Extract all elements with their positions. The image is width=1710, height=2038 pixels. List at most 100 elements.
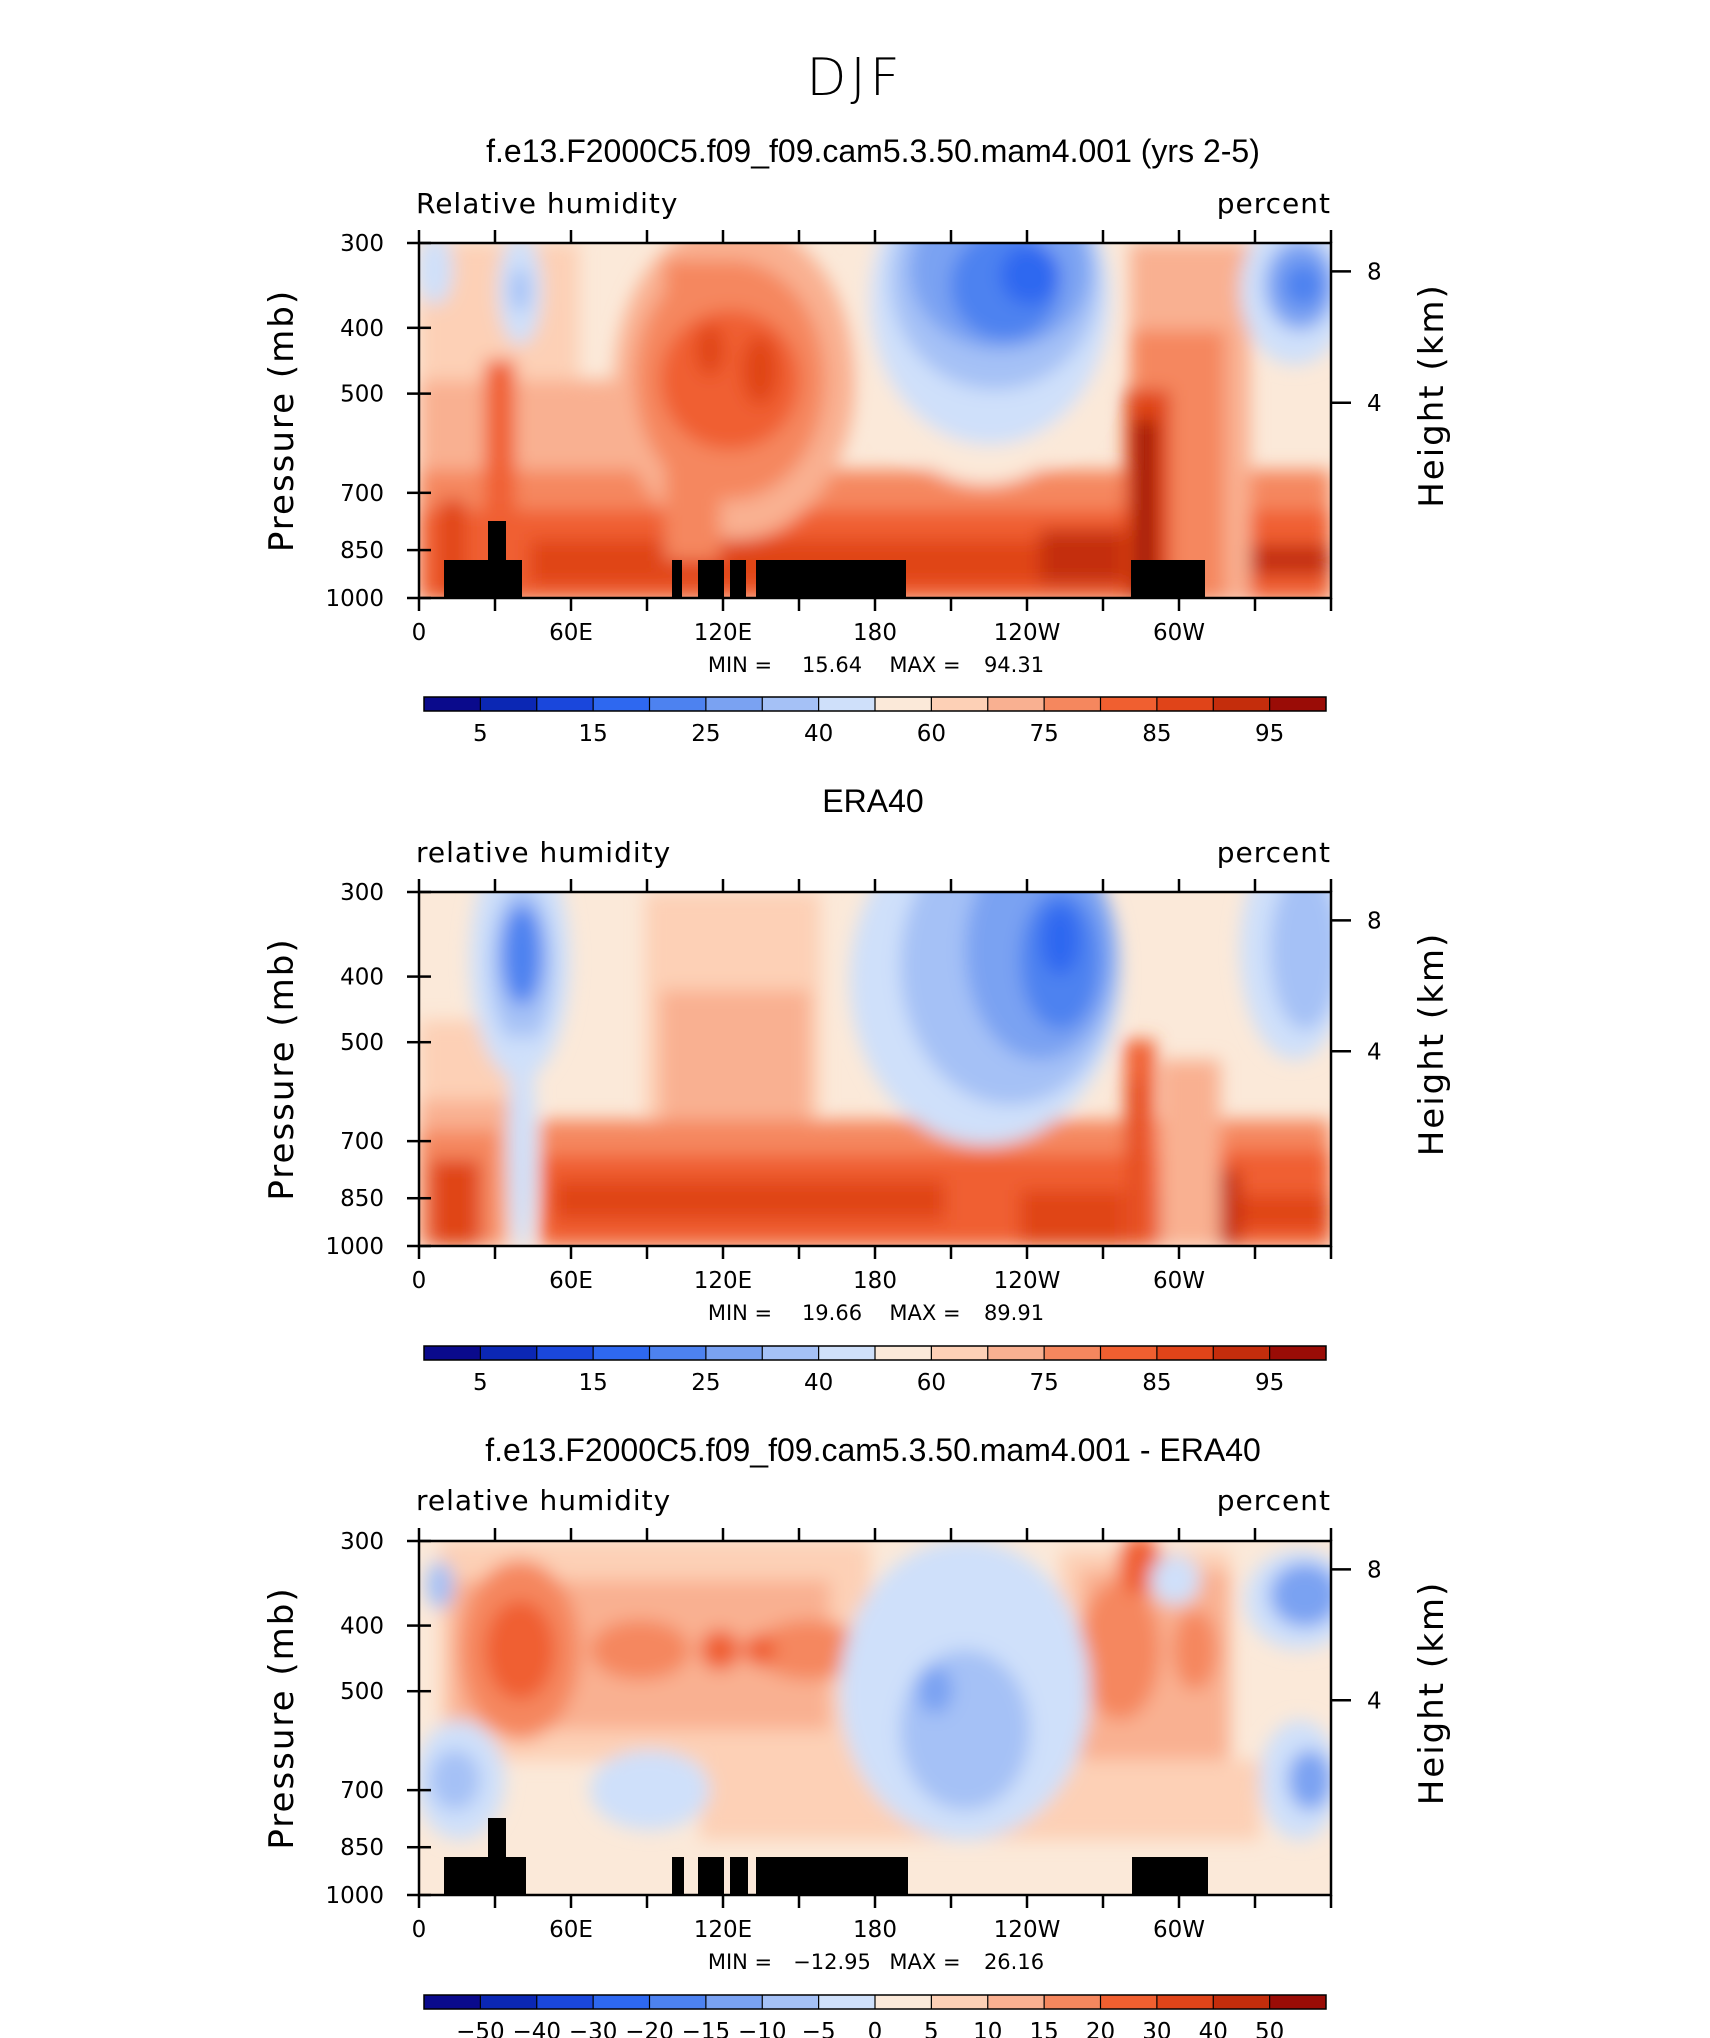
panel-title: f.e13.F2000C5.f09_f09.cam5.3.50.mam4.001… bbox=[486, 133, 1260, 169]
max-value: 89.91 bbox=[984, 1301, 1044, 1325]
colorbar-frame bbox=[423, 696, 1327, 712]
colorbar-swatch bbox=[593, 1346, 650, 1360]
x-tick-label: 60W bbox=[1153, 620, 1205, 646]
colorbar-label: 60 bbox=[917, 1370, 946, 1396]
y-tick-label: 700 bbox=[340, 1129, 384, 1155]
colorbar-label: −10 bbox=[738, 2019, 787, 2038]
y-tick-label: 850 bbox=[340, 1835, 384, 1861]
colorbar-swatch bbox=[424, 1346, 481, 1360]
y-right-tick-label: 4 bbox=[1367, 391, 1382, 417]
x-tick-label: 0 bbox=[412, 1917, 427, 1943]
colorbar-era40: 5 15 25 40 60 75 85 95 bbox=[423, 1345, 1327, 1396]
colorbar-swatch bbox=[931, 1346, 989, 1360]
y-tick-label: 500 bbox=[340, 1030, 384, 1056]
colorbar-swatch bbox=[649, 697, 707, 711]
colorbar-swatch bbox=[1213, 697, 1271, 711]
contour-field bbox=[419, 1541, 1331, 1895]
min-value: 15.64 bbox=[802, 653, 862, 677]
panel-era40: ERA40 relative humidity percent bbox=[262, 783, 1452, 1325]
colorbar-swatch bbox=[987, 1346, 1045, 1360]
colorbar-swatch bbox=[1269, 1995, 1327, 2009]
x-tick-label: 120E bbox=[694, 1917, 752, 1943]
colorbar-frame bbox=[423, 1345, 1327, 1361]
right-label: percent bbox=[1217, 1484, 1331, 1517]
min-value: −12.95 bbox=[793, 1950, 871, 1974]
colorbar-label: 60 bbox=[917, 721, 946, 747]
left-label: relative humidity bbox=[416, 836, 671, 869]
x-tick-label: 60W bbox=[1153, 1268, 1205, 1294]
colorbar-swatch bbox=[1100, 1995, 1158, 2009]
colorbar-swatch bbox=[931, 1995, 989, 2009]
colorbar-label: 5 bbox=[473, 721, 488, 747]
colorbar-swatch bbox=[480, 1995, 538, 2009]
figure-title: DJF bbox=[806, 48, 903, 108]
right-label: percent bbox=[1217, 187, 1331, 220]
colorbar-swatch bbox=[1156, 1346, 1214, 1360]
panel-title: f.e13.F2000C5.f09_f09.cam5.3.50.mam4.001… bbox=[485, 1432, 1261, 1468]
colorbar-label: 75 bbox=[1029, 721, 1058, 747]
y-tick-label: 500 bbox=[340, 1679, 384, 1705]
y-axis-title: Pressure (mb) bbox=[262, 289, 302, 552]
colorbar-label: −40 bbox=[512, 2019, 561, 2038]
colorbar-swatch bbox=[931, 697, 989, 711]
terrain-mask bbox=[444, 1818, 1208, 1895]
min-label: MIN = bbox=[708, 653, 772, 677]
colorbar-swatch bbox=[762, 697, 820, 711]
x-tick-label: 60E bbox=[549, 1268, 593, 1294]
colorbar-swatch bbox=[762, 1995, 820, 2009]
min-label: MIN = bbox=[708, 1301, 772, 1325]
colorbar-label: 5 bbox=[473, 1370, 488, 1396]
y-right-tick-label: 4 bbox=[1367, 1688, 1382, 1714]
colorbar-swatch bbox=[424, 1995, 481, 2009]
y-right-axis-title: Height (km) bbox=[1412, 932, 1452, 1157]
y-axis-title: Pressure (mb) bbox=[262, 1586, 302, 1849]
y-right-tick-label: 8 bbox=[1367, 259, 1382, 285]
colorbar-swatch bbox=[593, 1995, 650, 2009]
colorbar-model: 5 15 25 40 60 75 85 95 bbox=[423, 696, 1327, 747]
colorbar-label: −50 bbox=[456, 2019, 505, 2038]
colorbar-swatch bbox=[1156, 697, 1214, 711]
colorbar-label: 40 bbox=[1199, 2019, 1228, 2038]
colorbar-label: 95 bbox=[1255, 721, 1284, 747]
left-label: Relative humidity bbox=[416, 187, 678, 220]
max-value: 94.31 bbox=[984, 653, 1044, 677]
colorbar-swatch bbox=[1213, 1346, 1271, 1360]
colorbar-label: 15 bbox=[578, 721, 607, 747]
x-tick-label: 0 bbox=[412, 620, 427, 646]
y-tick-label: 850 bbox=[340, 538, 384, 564]
y-tick-label: 700 bbox=[340, 481, 384, 507]
colorbar-swatch bbox=[1044, 1995, 1101, 2009]
colorbar-swatch bbox=[1269, 1346, 1327, 1360]
colorbar-swatch bbox=[593, 697, 650, 711]
max-value: 26.16 bbox=[984, 1950, 1044, 1974]
y-tick-label: 300 bbox=[340, 1529, 384, 1555]
colorbar-difference: −50 −40 −30 −20 −15 −10 −5 0 5 10 15 20 30 40 50 bbox=[423, 1994, 1327, 2038]
y-right-tick-label: 8 bbox=[1367, 1557, 1382, 1583]
contour-field bbox=[419, 243, 1331, 598]
colorbar-swatch bbox=[480, 1346, 538, 1360]
colorbar-label: 50 bbox=[1255, 2019, 1284, 2038]
y-axis-title: Pressure (mb) bbox=[262, 937, 302, 1200]
y-tick-label: 400 bbox=[340, 1614, 384, 1640]
colorbar-label: −15 bbox=[682, 2019, 731, 2038]
colorbar-label: 40 bbox=[804, 721, 833, 747]
colorbar-label: 25 bbox=[691, 1370, 720, 1396]
colorbar-swatch bbox=[536, 697, 594, 711]
y-tick-label: 850 bbox=[340, 1186, 384, 1212]
x-tick-label: 0 bbox=[412, 1268, 427, 1294]
y-tick-label: 1000 bbox=[325, 586, 384, 612]
min-value: 19.66 bbox=[802, 1301, 862, 1325]
y-tick-label: 1000 bbox=[325, 1234, 384, 1260]
colorbar-swatch bbox=[875, 697, 932, 711]
x-tick-label: 120W bbox=[994, 1917, 1061, 1943]
colorbar-swatch bbox=[1156, 1995, 1214, 2009]
colorbar-swatch bbox=[875, 1346, 932, 1360]
colorbar-label: 10 bbox=[973, 2019, 1002, 2038]
colorbar-swatch bbox=[705, 697, 763, 711]
max-label: MAX = bbox=[889, 1950, 960, 1974]
y-tick-label: 300 bbox=[340, 880, 384, 906]
colorbar-swatch bbox=[705, 1346, 763, 1360]
colorbar-swatch bbox=[1100, 1346, 1158, 1360]
x-tick-label: 60W bbox=[1153, 1917, 1205, 1943]
panel-difference: f.e13.F2000C5.f09_f09.cam5.3.50.mam4.001… bbox=[262, 1432, 1452, 1974]
